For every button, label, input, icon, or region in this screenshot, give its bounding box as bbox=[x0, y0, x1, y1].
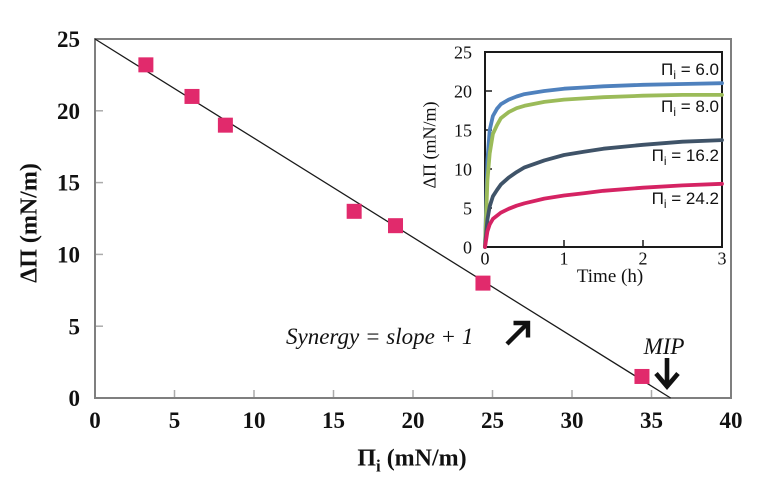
data-point bbox=[217, 117, 233, 133]
inset-y-tick-label: 20 bbox=[454, 81, 472, 101]
inset-y-tick-label: 5 bbox=[463, 198, 472, 218]
inset-curve bbox=[483, 138, 724, 249]
main-x-axis-symbol: Π bbox=[357, 445, 377, 472]
main-y-tick-label: 15 bbox=[57, 171, 80, 196]
main-x-tick-label: 15 bbox=[322, 408, 345, 433]
inset-x-axis-title: Time (h) bbox=[576, 266, 644, 287]
main-y-tick-label: 25 bbox=[57, 27, 80, 52]
main-x-tick-label: 5 bbox=[169, 408, 181, 433]
data-point bbox=[388, 218, 404, 234]
main-y-tick-label: 0 bbox=[69, 386, 81, 411]
main-x-axis-units: (mN/m) bbox=[380, 445, 467, 472]
inset-x-tick-label: 1 bbox=[560, 248, 569, 268]
main-x-axis-subscript: i bbox=[376, 456, 381, 476]
inset-y-tick-label: 0 bbox=[463, 237, 472, 257]
inset-y-axis-title: ΔΠ (mN/m) bbox=[419, 101, 440, 189]
northeast-arrow-icon bbox=[505, 320, 531, 346]
main-y-tick-label: 20 bbox=[57, 99, 80, 124]
curve-label: Πi = 24.2 bbox=[651, 188, 719, 212]
data-point bbox=[634, 368, 650, 384]
main-x-tick-label: 30 bbox=[561, 408, 584, 433]
synergy-annotation: Synergy = slope + 1 bbox=[286, 324, 474, 349]
main-x-axis-title: Πi (mN/m) bbox=[357, 446, 466, 477]
curve-label: Πi = 6.0 bbox=[661, 59, 719, 83]
main-x-tick-label: 10 bbox=[243, 408, 266, 433]
inset-curve bbox=[483, 181, 724, 249]
main-x-tick-label: 25 bbox=[481, 408, 504, 433]
inset-curve bbox=[483, 93, 724, 249]
main-y-axis-title-text: ΔΠ (mN/m) bbox=[16, 163, 43, 283]
main-y-tick-label: 10 bbox=[57, 242, 80, 267]
down-arrow-icon bbox=[654, 358, 680, 391]
main-y-axis-title: ΔΠ (mN/m) bbox=[17, 163, 44, 283]
curve-label: Πi = 8.0 bbox=[661, 96, 719, 120]
main-x-tick-label: 35 bbox=[640, 408, 663, 433]
inset-y-tick-label: 15 bbox=[454, 120, 472, 140]
mip-annotation: MIP bbox=[643, 334, 685, 359]
main-y-tick-label: 5 bbox=[69, 314, 81, 339]
inset-x-tick-label: 2 bbox=[639, 248, 648, 268]
inset-y-tick-label: 10 bbox=[454, 159, 472, 179]
main-x-tick-label: 40 bbox=[720, 408, 743, 433]
inset-y-tick-label: 25 bbox=[454, 42, 472, 62]
data-point bbox=[475, 275, 491, 291]
data-point bbox=[138, 57, 154, 73]
curve-label: Πi = 16.2 bbox=[651, 145, 719, 169]
inset-x-tick-label: 0 bbox=[481, 248, 490, 268]
main-x-tick-label: 20 bbox=[402, 408, 425, 433]
data-point bbox=[184, 88, 200, 104]
inset-x-tick-label: 3 bbox=[718, 248, 727, 268]
data-point bbox=[346, 203, 362, 219]
inset-curve bbox=[483, 81, 724, 249]
main-x-tick-label: 0 bbox=[89, 408, 101, 433]
